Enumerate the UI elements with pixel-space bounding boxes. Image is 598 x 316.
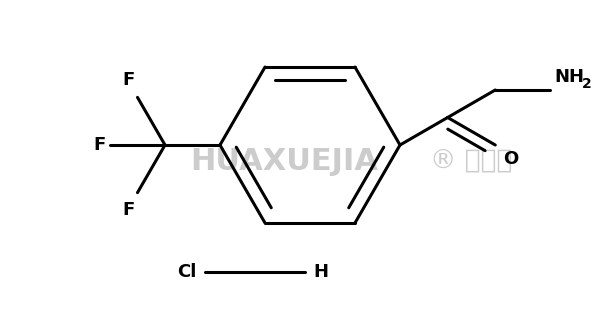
Text: F: F — [122, 71, 135, 89]
Text: 2: 2 — [582, 77, 592, 91]
Text: O: O — [504, 150, 518, 168]
Text: HUAXUEJIA: HUAXUEJIA — [190, 148, 378, 177]
Text: H: H — [313, 263, 328, 281]
Text: ® 化学加: ® 化学加 — [430, 149, 512, 175]
Text: F: F — [122, 201, 135, 219]
Text: Cl: Cl — [178, 263, 197, 281]
Text: NH: NH — [554, 68, 584, 86]
Text: F: F — [94, 136, 106, 154]
